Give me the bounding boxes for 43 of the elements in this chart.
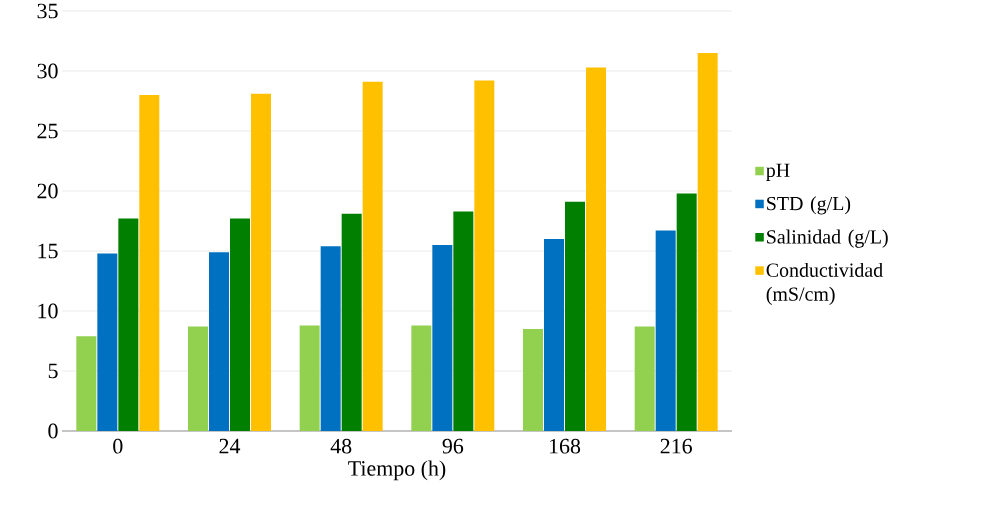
bar xyxy=(341,213,362,431)
x-axis-title: Tiempo (h) xyxy=(348,460,446,481)
bar xyxy=(523,329,543,431)
x-tick-label: 168 xyxy=(549,438,581,454)
x-tick-label: 48 xyxy=(330,438,352,454)
y-tick-label: 20 xyxy=(37,183,58,199)
bar xyxy=(432,245,453,431)
bar xyxy=(97,253,118,431)
bar xyxy=(118,218,139,431)
legend-label: pH xyxy=(766,163,790,182)
y-tick-label: 15 xyxy=(38,243,58,259)
bar xyxy=(251,93,271,431)
bar xyxy=(320,246,341,431)
x-tick-label: 0 xyxy=(113,438,123,454)
bar xyxy=(411,325,432,431)
bar xyxy=(188,326,208,431)
legend-label: Conductividad (mS/cm) xyxy=(766,262,883,305)
y-tick-label: 10 xyxy=(38,303,58,319)
bar xyxy=(544,239,564,431)
x-tick-label: 24 xyxy=(219,438,241,454)
bar xyxy=(634,326,655,431)
y-tick-label: 25 xyxy=(37,123,58,139)
x-tick-label: 216 xyxy=(660,438,692,454)
bar xyxy=(676,193,697,431)
bar xyxy=(655,230,676,431)
bar xyxy=(209,252,229,431)
bar xyxy=(139,95,160,431)
y-tick-label: 5 xyxy=(48,363,58,379)
bar xyxy=(230,218,250,431)
x-tick-label: 96 xyxy=(442,438,464,454)
y-tick-label: 35 xyxy=(37,3,58,19)
bar xyxy=(362,81,383,431)
y-tick-label: 0 xyxy=(48,423,58,439)
bar xyxy=(586,67,606,431)
legend-label: Salinidad (g/L) xyxy=(767,229,888,248)
bar xyxy=(299,325,320,431)
bar xyxy=(474,80,495,431)
bar xyxy=(565,201,585,431)
bar xyxy=(453,211,474,431)
y-tick-label: 30 xyxy=(37,63,58,79)
bar xyxy=(697,53,718,431)
bar xyxy=(76,336,97,431)
legend-label: STD (g/L) xyxy=(767,196,851,215)
